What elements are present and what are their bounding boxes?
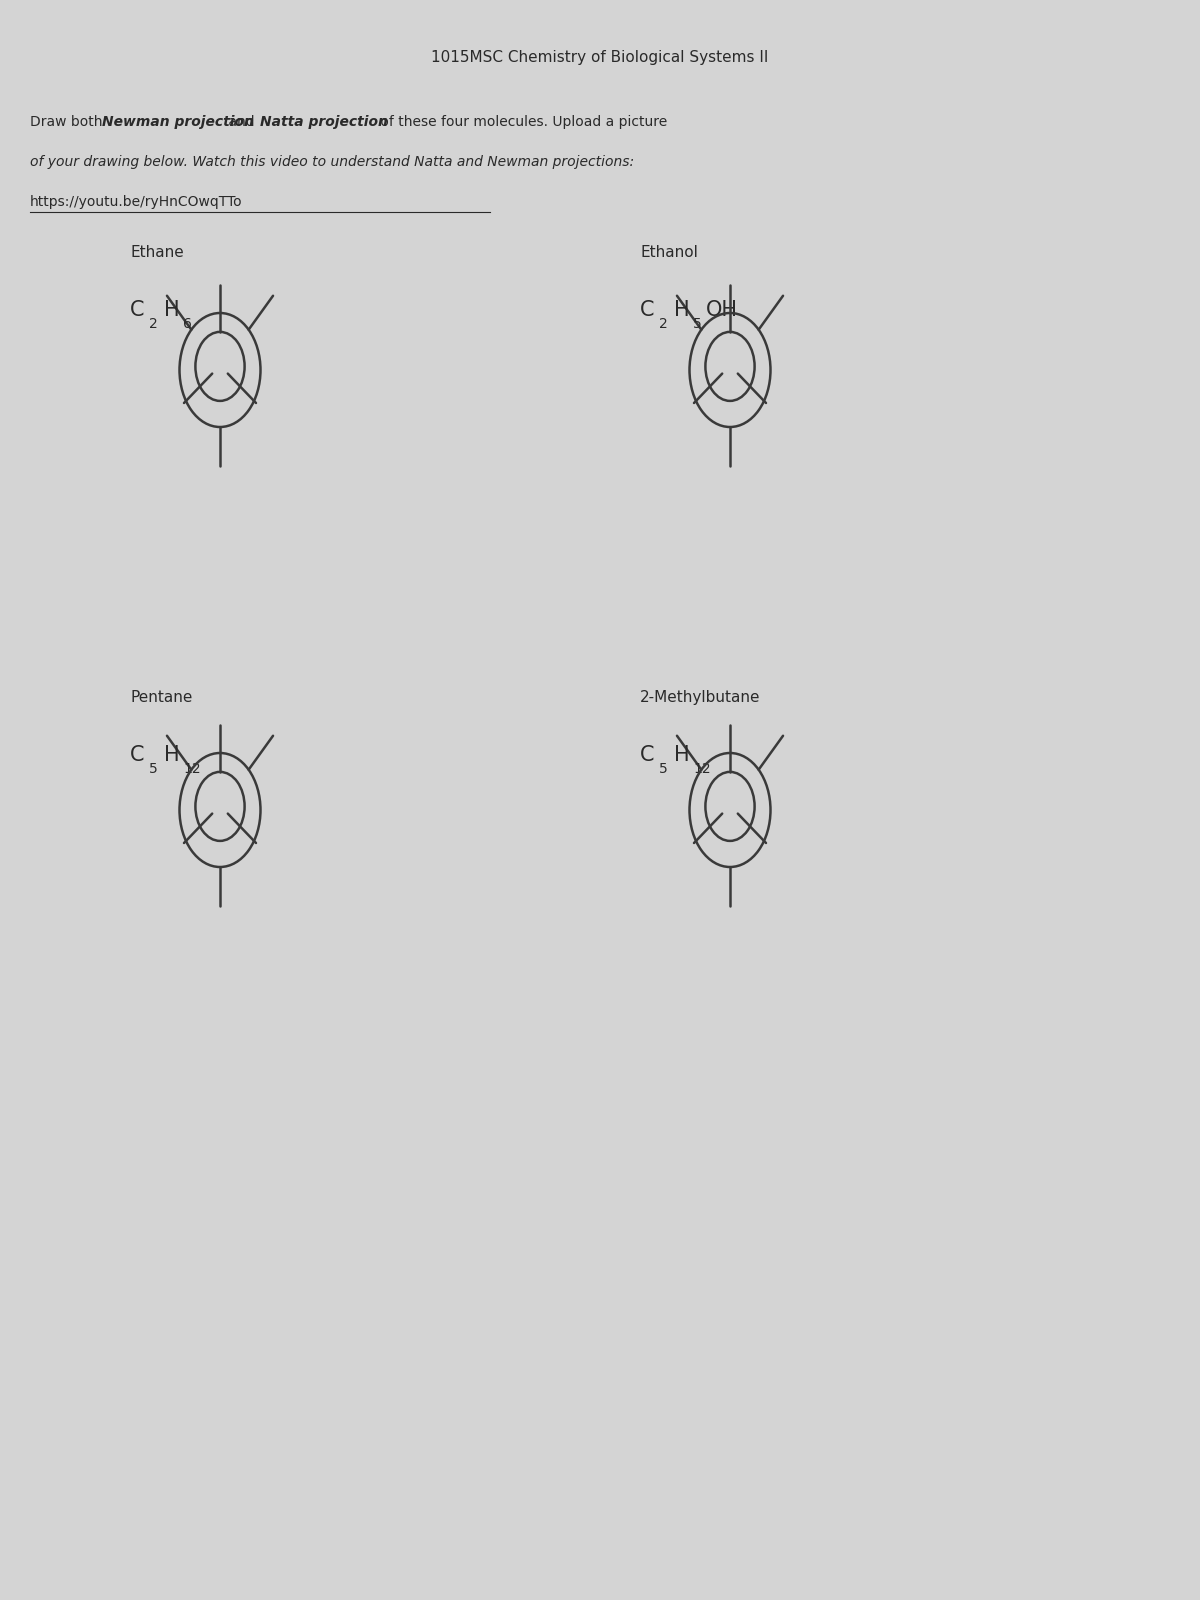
Text: OH: OH: [706, 301, 738, 320]
Text: and: and: [224, 115, 259, 130]
Text: Draw both: Draw both: [30, 115, 107, 130]
Text: H: H: [164, 301, 180, 320]
Text: 12: 12: [182, 762, 200, 776]
Text: 5: 5: [659, 762, 667, 776]
Text: of these four molecules. Upload a picture: of these four molecules. Upload a pictur…: [376, 115, 667, 130]
Text: Newman projection: Newman projection: [102, 115, 254, 130]
Text: 1015MSC Chemistry of Biological Systems II: 1015MSC Chemistry of Biological Systems …: [431, 50, 769, 66]
Text: C: C: [640, 301, 654, 320]
Text: Ethanol: Ethanol: [640, 245, 698, 259]
Text: C: C: [130, 746, 144, 765]
Text: C: C: [130, 301, 144, 320]
Text: Ethane: Ethane: [130, 245, 184, 259]
Text: H: H: [674, 301, 690, 320]
Text: Natta projection: Natta projection: [260, 115, 389, 130]
Text: 6: 6: [182, 317, 192, 331]
Text: C: C: [640, 746, 654, 765]
Text: https://youtu.be/ryHnCOwqTTo: https://youtu.be/ryHnCOwqTTo: [30, 195, 242, 210]
Text: 2: 2: [149, 317, 157, 331]
Text: 5: 5: [694, 317, 702, 331]
Text: 2: 2: [659, 317, 667, 331]
Text: 12: 12: [694, 762, 710, 776]
Text: of your drawing below. Watch this video to understand Natta and Newman projectio: of your drawing below. Watch this video …: [30, 155, 634, 170]
Text: Pentane: Pentane: [130, 690, 192, 706]
Text: 5: 5: [149, 762, 157, 776]
Text: H: H: [674, 746, 690, 765]
Text: H: H: [164, 746, 180, 765]
Text: 2-Methylbutane: 2-Methylbutane: [640, 690, 761, 706]
